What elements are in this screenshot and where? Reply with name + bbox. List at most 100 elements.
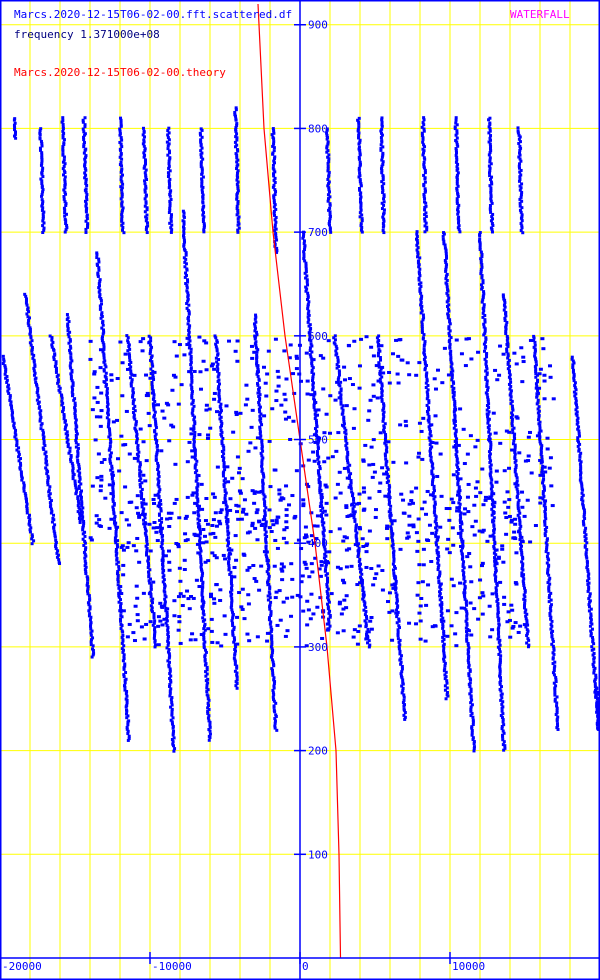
- scatter-point: [541, 497, 545, 501]
- scatter-point: [354, 526, 358, 530]
- scatter-point: [535, 434, 540, 438]
- scatter-point: [397, 640, 401, 644]
- scatter-point: [201, 220, 205, 224]
- scatter-point: [552, 666, 556, 670]
- scatter-point: [145, 549, 149, 553]
- scatter-point: [261, 518, 266, 522]
- scatter-point: [275, 249, 279, 253]
- scatter-point: [185, 306, 189, 310]
- scatter-point: [41, 428, 45, 432]
- scatter-point: [357, 155, 361, 159]
- scatter-point: [63, 175, 67, 179]
- scatter-point: [386, 467, 390, 471]
- scatter-point: [592, 671, 596, 675]
- scatter-point: [301, 236, 305, 240]
- scatter-point: [309, 592, 314, 596]
- scatter-point: [391, 352, 396, 356]
- scatter-point: [5, 375, 9, 379]
- scatter-point: [235, 678, 239, 682]
- scatter-point: [395, 601, 399, 605]
- scatter-point: [86, 576, 90, 580]
- scatter-point: [398, 652, 402, 656]
- scatter-point: [48, 505, 52, 509]
- scatter-point: [434, 526, 438, 530]
- scatter-point: [504, 323, 508, 327]
- scatter-point: [489, 186, 493, 190]
- scatter-point: [511, 408, 515, 412]
- scatter-point: [67, 341, 71, 345]
- scatter-point: [434, 533, 438, 537]
- scatter-point: [533, 524, 538, 528]
- scatter-point: [64, 204, 68, 208]
- scatter-point: [150, 608, 154, 612]
- scatter-point: [488, 142, 492, 146]
- scatter-point: [384, 457, 388, 461]
- scatter-point: [577, 425, 581, 429]
- scatter-point: [586, 582, 590, 586]
- scatter-point: [174, 354, 179, 358]
- scatter-point: [338, 491, 343, 495]
- scatter-point: [526, 637, 530, 641]
- scatter-point: [214, 336, 218, 340]
- scatter-point: [102, 356, 106, 360]
- scatter-point: [535, 402, 539, 406]
- scatter-point: [254, 579, 259, 583]
- scatter-point: [517, 498, 521, 502]
- scatter-point: [355, 540, 359, 544]
- scatter-point: [318, 574, 323, 578]
- scatter-point: [351, 507, 355, 511]
- scatter-point: [483, 340, 487, 344]
- scatter-point: [457, 224, 461, 228]
- scatter-point: [498, 676, 502, 680]
- scatter-point: [157, 496, 161, 500]
- scatter-point: [266, 562, 270, 566]
- scatter-point: [70, 368, 74, 372]
- scatter-point: [490, 478, 494, 482]
- scatter-point: [130, 380, 134, 384]
- scatter-point: [577, 434, 581, 438]
- scatter-point: [226, 526, 230, 530]
- scatter-point: [325, 596, 329, 600]
- scatter-point: [489, 459, 493, 463]
- scatter-point: [482, 292, 486, 296]
- scatter-point: [126, 541, 131, 545]
- scatter-point: [394, 588, 398, 592]
- scatter-point: [527, 430, 532, 434]
- scatter-point: [235, 143, 239, 147]
- scatter-point: [526, 629, 530, 633]
- scatter-point: [230, 601, 234, 605]
- scatter-point: [227, 560, 231, 564]
- scatter-point: [157, 475, 161, 479]
- scatter-point: [95, 256, 99, 260]
- scatter-point: [28, 327, 32, 331]
- scatter-point: [183, 240, 187, 244]
- scatter-point: [456, 478, 460, 482]
- scatter-point: [498, 650, 502, 654]
- scatter-point: [109, 461, 113, 465]
- scatter-point: [381, 417, 385, 421]
- scatter-point: [111, 482, 115, 486]
- scatter-point: [34, 382, 38, 386]
- scatter-point: [518, 518, 522, 522]
- scatter-point: [301, 609, 306, 613]
- scatter-point: [496, 612, 500, 616]
- scatter-point: [587, 577, 591, 581]
- scatter-point: [307, 309, 311, 313]
- scatter-point: [543, 515, 547, 519]
- scatter-point: [124, 692, 128, 696]
- scatter-point: [440, 601, 444, 605]
- scatter-point: [490, 215, 494, 219]
- scatter-point: [38, 129, 42, 133]
- scatter-point: [423, 145, 427, 149]
- scatter-point: [488, 208, 492, 212]
- scatter-point: [504, 314, 508, 318]
- scatter-point: [444, 265, 448, 269]
- scatter-point: [140, 505, 144, 509]
- scatter-point: [364, 335, 369, 339]
- scatter-point: [235, 182, 239, 186]
- scatter-point: [540, 444, 544, 448]
- scatter-point: [184, 262, 188, 266]
- scatter-point: [325, 576, 329, 580]
- scatter-point: [181, 209, 185, 213]
- scatter-point: [580, 495, 584, 499]
